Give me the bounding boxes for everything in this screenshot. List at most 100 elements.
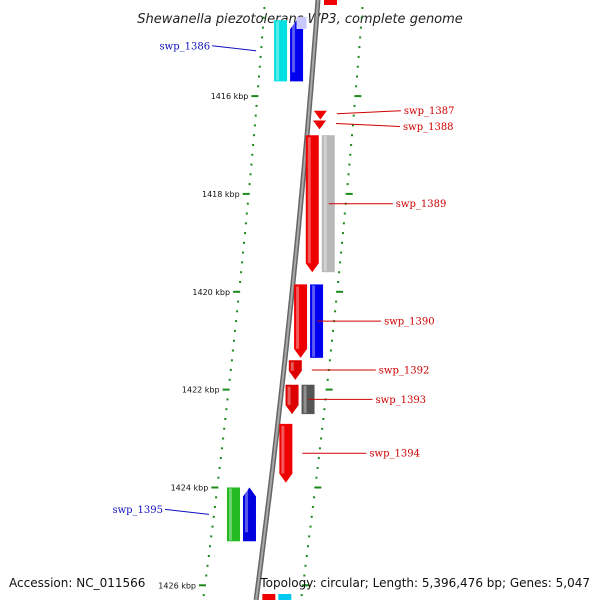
- minor-tick-left: [244, 232, 246, 235]
- leader-line-swp_1386: [212, 45, 257, 52]
- minor-tick-right: [304, 564, 307, 567]
- position-label: 1422 kbp: [182, 386, 220, 395]
- minor-tick-left: [205, 574, 208, 577]
- minor-tick-right: [360, 16, 363, 19]
- track-box-swp_1395: [226, 487, 240, 542]
- gene-swp_1389: [305, 135, 335, 273]
- minor-tick-left: [234, 329, 236, 332]
- minor-tick-right: [352, 114, 355, 117]
- minor-tick-right: [320, 437, 323, 440]
- minor-tick-right: [343, 212, 346, 215]
- minor-tick-left: [262, 16, 265, 19]
- minor-tick-right: [349, 153, 352, 156]
- gene-sheen: [244, 489, 248, 533]
- minor-tick-left: [242, 251, 245, 254]
- minor-tick-right: [307, 545, 309, 548]
- minor-tick-left: [250, 163, 253, 166]
- minor-tick-right: [303, 574, 306, 577]
- minor-tick-left: [263, 7, 266, 9]
- minor-tick-left: [235, 320, 238, 323]
- track-sheen: [312, 285, 316, 357]
- gene-arrow-swp_1387: [313, 110, 327, 120]
- minor-tick-right: [350, 144, 353, 146]
- minor-tick-left: [222, 437, 225, 440]
- minor-tick-left: [249, 173, 252, 176]
- gene-arrow-swp_1393: [285, 384, 299, 415]
- minor-tick-left: [218, 466, 221, 469]
- minor-tick-left: [254, 114, 257, 117]
- gene-swp_1392: [288, 360, 302, 380]
- minor-tick-left: [233, 339, 235, 342]
- minor-tick-right: [358, 46, 361, 49]
- minor-tick-right: [338, 271, 341, 274]
- minor-tick-right: [361, 7, 364, 9]
- gene-swp_1388: [313, 120, 327, 130]
- major-tick-left: [211, 486, 219, 489]
- minor-tick-left: [253, 134, 255, 137]
- minor-tick-left: [230, 359, 233, 362]
- minor-tick-right: [342, 222, 345, 225]
- minor-tick-left: [248, 183, 251, 186]
- track-sheen: [303, 385, 307, 414]
- gene-label-swp_1386: swp_1386: [160, 41, 211, 52]
- major-tick-left: [222, 388, 230, 391]
- minor-tick-left: [210, 535, 213, 538]
- gene-arrow-swp_1388: [313, 120, 327, 130]
- gene-swp_1394: [279, 423, 293, 483]
- minor-tick-right: [359, 26, 362, 29]
- gene-sheen: [296, 286, 300, 349]
- minor-tick-left: [253, 124, 256, 127]
- track-fragment-bottom: [278, 594, 292, 600]
- minor-tick-right: [329, 349, 332, 352]
- leader-line-swp_1387: [336, 110, 401, 115]
- position-label: 1426 kbp: [158, 581, 196, 590]
- gene-swp_1393: [285, 384, 315, 415]
- tick-ruler: 1416 kbp 1418 kbp 1420 kbp 1422 kbp 1424 kbp…: [158, 7, 364, 597]
- minor-tick-right: [308, 535, 311, 538]
- minor-tick-right: [317, 457, 320, 460]
- minor-tick-right: [318, 447, 321, 450]
- backbone-line: [253, 0, 321, 600]
- minor-tick-right: [323, 408, 326, 411]
- gene-arrow-swp_1389: [305, 135, 319, 273]
- minor-tick-left: [226, 398, 229, 401]
- minor-tick-right: [351, 134, 353, 137]
- gene-label-swp_1387: swp_1387: [404, 106, 455, 117]
- minor-tick-right: [311, 506, 314, 508]
- major-tick-right: [302, 584, 309, 587]
- minor-tick-right: [313, 496, 316, 499]
- minor-tick-right: [359, 36, 362, 39]
- gene-sheen: [281, 425, 285, 474]
- leader-line-swp_1388: [335, 123, 401, 127]
- minor-tick-left: [219, 457, 222, 460]
- track-box-swp_1393: [301, 384, 315, 415]
- minor-tick-left: [237, 300, 240, 303]
- minor-tick-left: [236, 310, 239, 313]
- position-label: 1424 kbp: [171, 484, 209, 493]
- minor-tick-right: [326, 378, 329, 381]
- minor-tick-left: [213, 506, 216, 508]
- major-tick-right: [354, 95, 362, 98]
- gene-fragment-bottom: [262, 594, 276, 600]
- track-sheen: [323, 136, 327, 272]
- minor-tick-left: [243, 241, 245, 244]
- gene-label-swp_1388: swp_1388: [403, 122, 454, 133]
- minor-tick-left: [260, 46, 263, 49]
- gene-label-swp_1393: swp_1393: [376, 395, 427, 406]
- minor-tick-right: [316, 466, 319, 469]
- gene-label-swp_1394: swp_1394: [369, 449, 420, 460]
- minor-tick-left: [261, 36, 264, 39]
- minor-tick-right: [334, 310, 337, 313]
- minor-tick-right: [310, 515, 313, 518]
- minor-tick-right: [300, 594, 303, 597]
- track-box-swp_1389: [321, 135, 335, 273]
- minor-tick-right: [339, 261, 342, 264]
- gene-label-swp_1395: swp_1395: [112, 505, 163, 516]
- major-tick-right: [336, 290, 344, 293]
- minor-tick-left: [206, 564, 209, 567]
- minor-tick-left: [223, 427, 226, 430]
- minor-tick-right: [315, 476, 318, 479]
- minor-tick-left: [244, 222, 247, 225]
- minor-tick-left: [217, 476, 220, 479]
- track-sheen: [276, 21, 280, 81]
